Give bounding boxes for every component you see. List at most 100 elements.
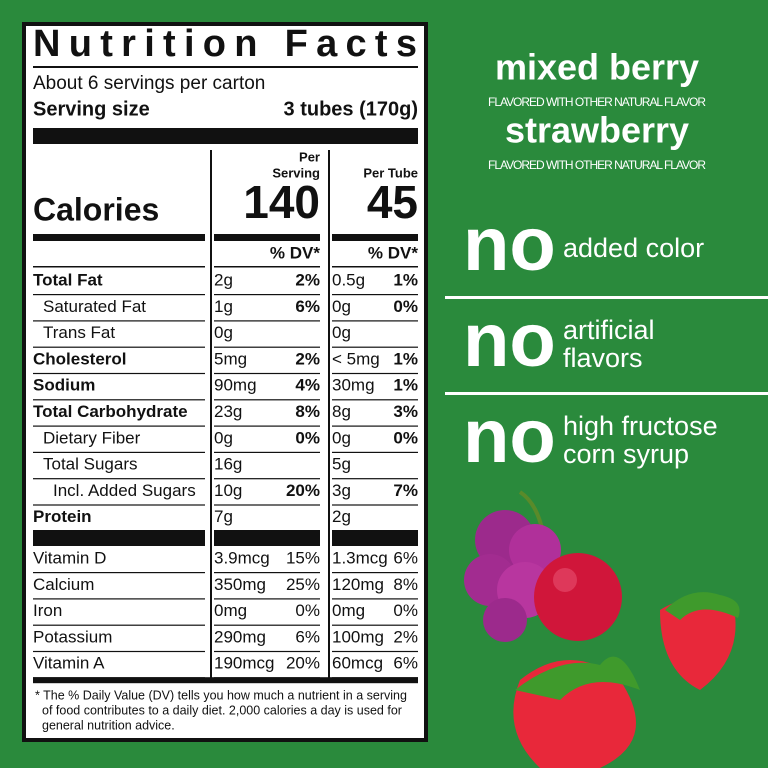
rule <box>332 530 418 546</box>
rule <box>328 150 330 680</box>
rule <box>332 650 418 653</box>
rule <box>332 504 418 506</box>
flavor-name: strawberry <box>505 110 689 151</box>
rule <box>33 66 418 68</box>
rule <box>33 266 205 268</box>
rule <box>332 598 418 600</box>
rule <box>33 624 205 626</box>
claim-word: no <box>463 202 556 287</box>
serving-dv: 4% <box>295 376 320 395</box>
per-serving-label: Per <box>299 149 320 164</box>
serving-dv: 25% <box>286 575 320 594</box>
serving-dv: 2% <box>295 270 320 289</box>
rule <box>332 234 418 241</box>
tube-dv: 0% <box>393 297 418 316</box>
dv-header: % DV* <box>270 243 320 262</box>
claim-word: no <box>463 394 556 479</box>
rule <box>332 294 418 296</box>
nutrient-name: Vitamin D <box>33 548 106 567</box>
rule <box>33 128 418 144</box>
tube-dv: 1% <box>393 376 418 395</box>
rule <box>33 346 205 348</box>
serving-dv: 8% <box>295 402 320 421</box>
rule <box>332 624 418 626</box>
tube-amount: 0g <box>332 297 351 316</box>
tube-dv: 1% <box>393 270 418 289</box>
tube-amount: 120mg <box>332 575 384 594</box>
rule <box>332 572 418 574</box>
nutrient-name: Saturated Fat <box>43 297 146 316</box>
rule <box>214 399 320 401</box>
footnote: general nutrition advice. <box>42 718 175 732</box>
nutrient-name: Protein <box>33 507 92 526</box>
nutrient-name: Total Sugars <box>43 455 138 474</box>
nutrient-name: Cholesterol <box>33 349 127 368</box>
tube-amount: 0g <box>332 428 351 447</box>
dv-header: % DV* <box>368 243 418 262</box>
claims-panel: mixed berry FLAVORED WITH OTHER NATURAL F… <box>445 47 768 479</box>
tube-amount: 1.3mcg <box>332 548 388 567</box>
claim-text: added color <box>563 233 704 263</box>
rule <box>214 451 320 453</box>
calories-serving: 140 <box>243 176 320 228</box>
calories-label: Calories <box>33 191 159 227</box>
rule <box>332 478 418 480</box>
flavor-name: mixed berry <box>495 47 699 88</box>
servings: About 6 servings per carton <box>33 73 265 94</box>
rule <box>33 572 205 574</box>
serving-dv: 20% <box>286 654 320 673</box>
nutrient-name: Iron <box>33 601 62 620</box>
tube-dv: 0% <box>393 601 418 620</box>
serving-amount: 1g <box>214 297 233 316</box>
serving-amount: 23g <box>214 402 242 421</box>
rule <box>214 572 320 574</box>
flavor-note: FLAVORED WITH OTHER NATURAL FLAVOR <box>488 95 706 109</box>
nutrient-name: Trans Fat <box>43 323 115 342</box>
nutrient-name: Sodium <box>33 376 95 395</box>
rule <box>214 234 320 241</box>
tube-amount: 3g <box>332 481 351 500</box>
per-serving-label: Serving <box>272 165 320 180</box>
serving-amount: 190mcg <box>214 654 274 673</box>
per-tube-label: Per Tube <box>363 165 418 180</box>
rule <box>33 530 205 546</box>
nutrient-name: Incl. Added Sugars <box>53 481 196 500</box>
rule <box>214 372 320 375</box>
rule <box>214 346 320 348</box>
tube-amount: 0g <box>332 323 351 342</box>
divider <box>445 392 768 395</box>
tube-amount: 30mg <box>332 376 375 395</box>
nutrient-name: Total Fat <box>33 270 103 289</box>
claim-text: high fructose <box>563 411 718 441</box>
tube-amount: 8g <box>332 402 351 421</box>
footnote: of food contributes to a daily diet. 2,0… <box>42 703 402 717</box>
serving-dv: 0% <box>295 601 320 620</box>
rule <box>332 346 418 348</box>
tube-dv: 6% <box>393 654 418 673</box>
tube-amount: 60mcg <box>332 654 383 673</box>
rule <box>33 478 205 480</box>
serving-dv: 0% <box>295 428 320 447</box>
rule <box>332 425 418 427</box>
tube-amount: 2g <box>332 507 351 526</box>
tube-amount: 0.5g <box>332 270 365 289</box>
tube-dv: 7% <box>393 481 418 500</box>
tube-amount: 100mg <box>332 627 384 646</box>
rule <box>33 372 205 375</box>
serving-amount: 0mg <box>214 601 247 620</box>
rule <box>33 320 205 322</box>
serving-amount: 16g <box>214 455 242 474</box>
tube-dv: 1% <box>393 349 418 368</box>
serving-amount: 0g <box>214 323 233 342</box>
rule <box>332 266 418 268</box>
rule <box>33 399 205 401</box>
rule <box>33 504 205 506</box>
fruit-illustration <box>464 490 740 768</box>
serving-amount: 0g <box>214 428 233 447</box>
rule <box>332 399 418 401</box>
tube-dv: 2% <box>393 627 418 646</box>
claim-text: corn syrup <box>563 439 689 469</box>
rule <box>33 650 205 653</box>
rule <box>214 478 320 480</box>
